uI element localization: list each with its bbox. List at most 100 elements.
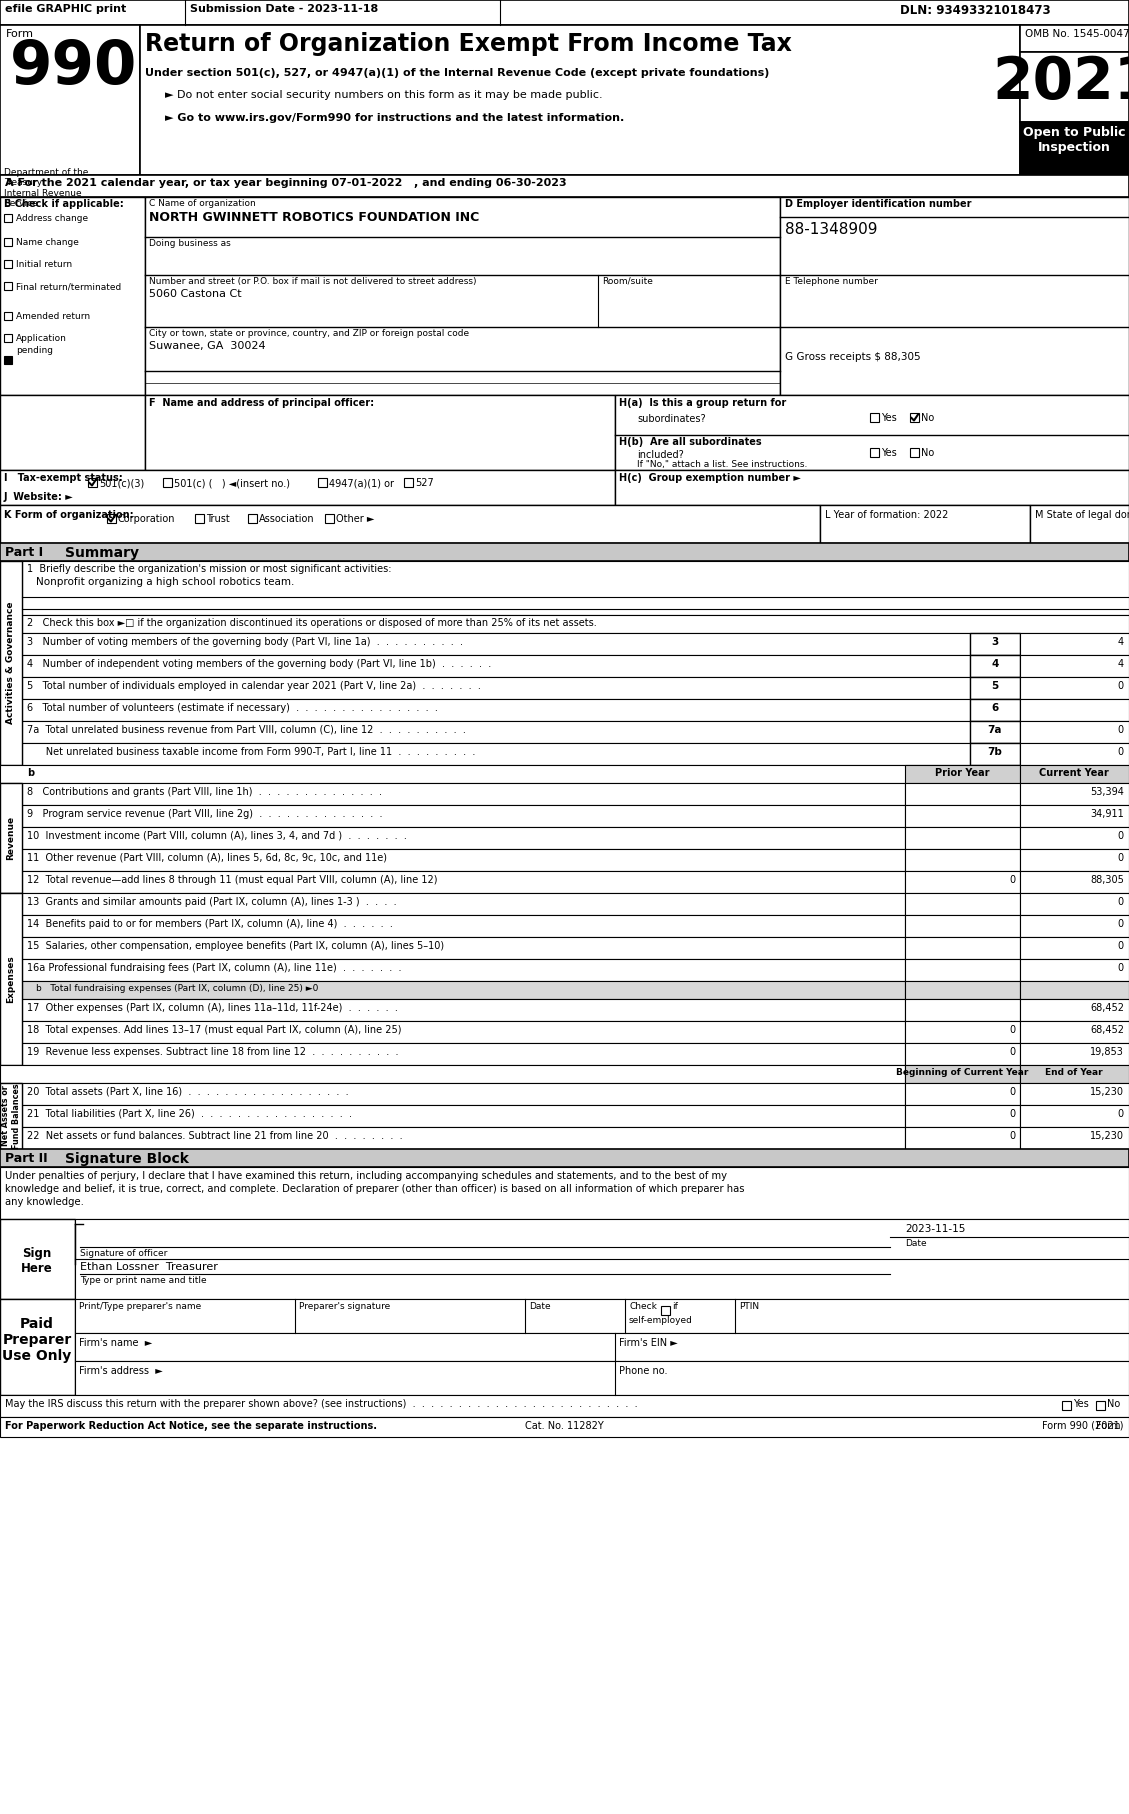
- Text: Activities & Governance: Activities & Governance: [7, 602, 16, 724]
- Text: b   Total fundraising expenses (Part IX, column (D), line 25) ►0: b Total fundraising expenses (Part IX, c…: [36, 983, 318, 992]
- Bar: [1019, 1065, 1129, 1083]
- Text: 4: 4: [1118, 637, 1124, 648]
- Bar: [0, 744, 21, 766]
- Bar: [1019, 827, 1129, 849]
- Text: 0: 0: [1009, 874, 1016, 885]
- Bar: [21, 871, 905, 892]
- Bar: [0, 1417, 1129, 1437]
- Text: Name change: Name change: [16, 238, 79, 247]
- Bar: [970, 655, 1019, 677]
- Bar: [1019, 633, 1129, 655]
- Text: H(b)  Are all subordinates: H(b) Are all subordinates: [619, 437, 762, 446]
- Text: Submission Date - 2023-11-18: Submission Date - 2023-11-18: [190, 4, 378, 15]
- Text: End of Year: End of Year: [1045, 1068, 1103, 1078]
- Bar: [21, 1105, 905, 1126]
- Text: subordinates?: subordinates?: [637, 414, 706, 424]
- Text: Net unrelated business taxable income from Form 990-T, Part I, line 11  .  .  . : Net unrelated business taxable income fr…: [27, 747, 475, 756]
- Bar: [0, 655, 21, 677]
- Bar: [905, 827, 1019, 849]
- Bar: [21, 698, 970, 720]
- Text: efile GRAPHIC print: efile GRAPHIC print: [5, 4, 126, 15]
- Text: 7a  Total unrelated business revenue from Part VIII, column (C), line 12  .  .  : 7a Total unrelated business revenue from…: [27, 726, 466, 735]
- Text: 88-1348909: 88-1348909: [785, 221, 877, 238]
- Text: For Paperwork Reduction Act Notice, see the separate instructions.: For Paperwork Reduction Act Notice, see …: [5, 1420, 377, 1431]
- Text: 527: 527: [415, 479, 434, 488]
- Text: Address change: Address change: [16, 214, 88, 223]
- Text: Check: Check: [629, 1302, 657, 1312]
- Text: May the IRS discuss this return with the preparer shown above? (see instructions: May the IRS discuss this return with the…: [5, 1399, 638, 1409]
- Bar: [1062, 1400, 1071, 1409]
- Bar: [21, 914, 905, 938]
- Text: 0: 0: [1009, 1025, 1016, 1036]
- Text: Current Year: Current Year: [1039, 767, 1109, 778]
- Text: 0: 0: [1118, 896, 1124, 907]
- Bar: [905, 892, 1019, 914]
- Bar: [0, 892, 21, 914]
- Bar: [0, 198, 145, 395]
- Bar: [163, 479, 172, 486]
- Bar: [0, 960, 21, 981]
- Bar: [5, 356, 12, 365]
- Text: C Name of organization: C Name of organization: [149, 200, 256, 209]
- Bar: [870, 414, 879, 423]
- Bar: [21, 1021, 905, 1043]
- Text: Signature of officer: Signature of officer: [80, 1250, 167, 1257]
- Bar: [905, 1105, 1019, 1126]
- Text: Date: Date: [905, 1239, 927, 1248]
- Bar: [1019, 1083, 1129, 1105]
- Bar: [1019, 744, 1129, 766]
- Bar: [75, 1360, 1129, 1395]
- Bar: [0, 561, 21, 615]
- Text: 0: 0: [1118, 747, 1124, 756]
- Text: H(a)  Is this a group return for: H(a) Is this a group return for: [619, 397, 786, 408]
- Bar: [21, 960, 905, 981]
- Text: Form: Form: [6, 29, 34, 38]
- Bar: [404, 479, 413, 486]
- Text: 1  Briefly describe the organization's mission or most significant activities:: 1 Briefly describe the organization's mi…: [27, 564, 392, 573]
- Bar: [970, 766, 1019, 784]
- Bar: [21, 615, 1129, 633]
- Text: Yes: Yes: [1073, 1399, 1088, 1409]
- Text: knowledge and belief, it is true, correct, and complete. Declaration of preparer: knowledge and belief, it is true, correc…: [5, 1185, 744, 1194]
- Text: 990: 990: [10, 38, 138, 96]
- Bar: [1019, 1021, 1129, 1043]
- Bar: [140, 25, 1019, 174]
- Bar: [0, 784, 21, 805]
- Text: L Year of formation: 2022: L Year of formation: 2022: [825, 510, 948, 521]
- Text: 53,394: 53,394: [1091, 787, 1124, 796]
- Text: 4947(a)(1) or: 4947(a)(1) or: [329, 479, 394, 488]
- Bar: [0, 561, 21, 766]
- Text: F  Name and address of principal officer:: F Name and address of principal officer:: [149, 397, 374, 408]
- Bar: [820, 504, 1030, 542]
- Bar: [0, 1043, 21, 1065]
- Bar: [0, 1395, 1129, 1417]
- Text: Under penalties of perjury, I declare that I have examined this return, includin: Under penalties of perjury, I declare th…: [5, 1172, 727, 1181]
- Bar: [1019, 938, 1129, 960]
- Bar: [0, 784, 21, 892]
- Bar: [5, 312, 12, 319]
- Bar: [0, 849, 21, 871]
- Text: OMB No. 1545-0047: OMB No. 1545-0047: [1025, 29, 1129, 38]
- Text: Trust: Trust: [205, 513, 229, 524]
- Text: PTIN: PTIN: [739, 1302, 759, 1312]
- Bar: [905, 849, 1019, 871]
- Text: Doing business as: Doing business as: [149, 239, 230, 249]
- Bar: [905, 914, 1019, 938]
- Bar: [21, 655, 970, 677]
- Text: Number and street (or P.O. box if mail is not delivered to street address): Number and street (or P.O. box if mail i…: [149, 278, 476, 287]
- Text: 17  Other expenses (Part IX, column (A), lines 11a–11d, 11f-24e)  .  .  .  .  . : 17 Other expenses (Part IX, column (A), …: [27, 1003, 397, 1012]
- Bar: [0, 805, 21, 827]
- Bar: [0, 720, 21, 744]
- Bar: [21, 561, 1129, 615]
- Text: Firm's name  ►: Firm's name ►: [79, 1339, 152, 1348]
- Text: Under section 501(c), 527, or 4947(a)(1) of the Internal Revenue Code (except pr: Under section 501(c), 527, or 4947(a)(1)…: [145, 67, 769, 78]
- Text: Room/suite: Room/suite: [602, 278, 653, 287]
- Text: M State of legal domicile: GA: M State of legal domicile: GA: [1035, 510, 1129, 521]
- Bar: [21, 677, 970, 698]
- Bar: [145, 395, 615, 470]
- Bar: [0, 981, 21, 1000]
- Text: Other ►: Other ►: [336, 513, 375, 524]
- Text: any knowledge.: any knowledge.: [5, 1197, 84, 1206]
- Text: No: No: [921, 448, 935, 457]
- Text: 7b: 7b: [988, 747, 1003, 756]
